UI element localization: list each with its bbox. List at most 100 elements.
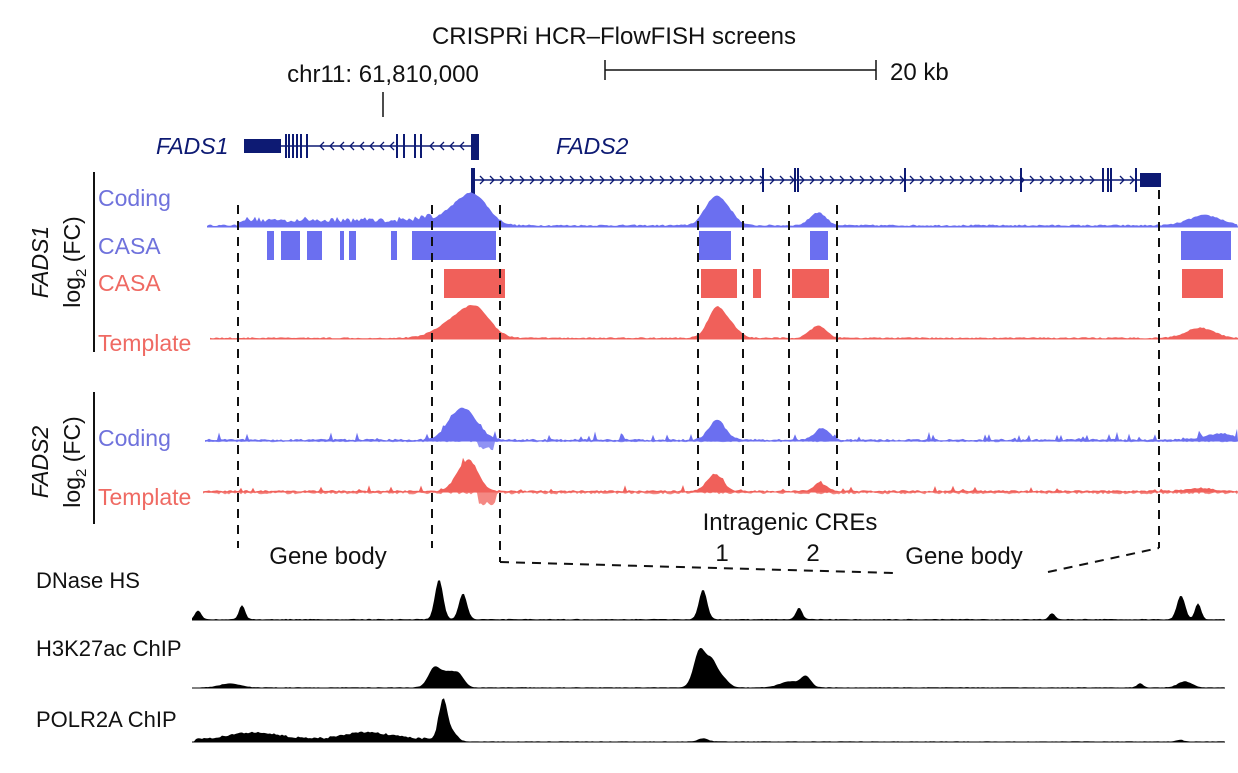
fads2-template-signal	[203, 457, 1238, 506]
fads2-track-label-template: Template	[98, 484, 191, 510]
fads2-strand-chevron	[889, 175, 895, 185]
fads1-exon-1	[285, 134, 287, 158]
fads2-strand-chevron	[779, 175, 785, 185]
fads2-strand-chevron	[859, 175, 865, 185]
fads1-first-exon	[471, 134, 479, 160]
fads2-strand-chevron	[1059, 175, 1065, 185]
fads2-strand-chevron	[1089, 175, 1095, 185]
fads2-strand-chevron	[539, 175, 545, 185]
fads2-strand-chevron	[599, 175, 605, 185]
fads2-strand-chevron	[579, 175, 585, 185]
fads1-casa-red-block-3	[753, 269, 761, 298]
fads2-strand-chevron	[909, 175, 915, 185]
fads1-track-label-casa-blue: CASA	[98, 233, 161, 259]
fads1-coding-signal	[207, 192, 1238, 228]
fads2-strand-chevron	[869, 175, 875, 185]
fads1-exon-7	[396, 134, 398, 158]
region-label-gene-body-left: Gene body	[269, 543, 386, 570]
fads2-strand-chevron	[659, 175, 665, 185]
fads2-strand-chevron	[809, 175, 815, 185]
fads2-strand-chevron	[549, 175, 555, 185]
fads1-strand-chevron	[389, 141, 395, 151]
fads2-strand-chevron	[689, 175, 695, 185]
fads1-casa-blue-block-4	[340, 231, 344, 260]
scale-bar-label: 20 kb	[890, 59, 949, 86]
fads2-strand-chevron	[1029, 175, 1035, 185]
chromatin-label-dnase: DNase HS	[36, 568, 140, 593]
fads1-strand-chevron	[459, 141, 465, 151]
fads1-exon-10	[420, 134, 422, 158]
fads2-strand-chevron	[559, 175, 565, 185]
fads2-strand-chevron	[739, 175, 745, 185]
fads1-strand-chevron	[319, 141, 325, 151]
fads2-exon-7	[1107, 168, 1109, 192]
fads2-strand-chevron	[969, 175, 975, 185]
fads2-strand-chevron	[1039, 175, 1045, 185]
region-label-cre-2: 2	[806, 540, 819, 567]
fads2-coding-area	[205, 407, 1238, 441]
fads1-exon-4	[296, 134, 298, 158]
fads1-casa-blue-block-5	[349, 231, 356, 260]
fads2-coding-signal	[205, 407, 1238, 451]
fads2-strand-chevron	[699, 175, 705, 185]
fads2-exon-5	[1020, 168, 1022, 192]
fads2-strand-chevron	[789, 175, 795, 185]
region-label-intragenic-cres: Intragenic CREs	[703, 509, 878, 536]
gene-label-fads2: FADS2	[556, 133, 629, 159]
region-label-cre-1: 1	[715, 540, 728, 567]
fads2-exon-8	[1110, 168, 1112, 192]
fads2-strand-chevron	[679, 175, 685, 185]
fads2-strand-chevron	[649, 175, 655, 185]
h3k27ac-chip-signal	[192, 648, 1225, 689]
fads1-casa-blue-block-8	[699, 231, 731, 260]
fads2-strand-chevron	[799, 175, 805, 185]
fads2-strand-chevron	[709, 175, 715, 185]
fads1-template-area	[210, 305, 1238, 339]
fads2-utr-block	[1140, 173, 1161, 187]
fads2-strand-chevron	[719, 175, 725, 185]
fads2-coding-below	[205, 441, 1238, 451]
fads1-casa-red-block-4	[792, 269, 829, 298]
fads1-casa-blue-block-10	[1181, 231, 1231, 260]
fads2-exon-6	[1102, 168, 1104, 192]
fads2-strand-chevron	[759, 175, 765, 185]
fads1-exon-2	[288, 134, 290, 158]
region-guides	[237, 190, 1160, 574]
fads2-strand-chevron	[849, 175, 855, 185]
fads2-exon-4	[904, 168, 906, 192]
fads2-exon-3	[797, 168, 799, 192]
fads2-strand-chevron	[1079, 175, 1085, 185]
fads1-casa-blue-blocks	[267, 231, 1231, 260]
fads1-casa-red-block-1	[444, 269, 505, 298]
fads2-strand-chevron	[629, 175, 635, 185]
fads1-strand-chevron	[349, 141, 355, 151]
fads1-strand-chevron	[379, 141, 385, 151]
fads2-strand-chevron	[569, 175, 575, 185]
fads1-strand-chevron	[439, 141, 445, 151]
fads1-axis-label: FADS1 log2 (FC)	[27, 216, 90, 307]
fads1-casa-blue-block-3	[307, 231, 322, 260]
fads1-strand-chevron	[449, 141, 455, 151]
fads1-exon-6	[306, 134, 308, 158]
fads2-strand-chevron	[479, 175, 485, 185]
fads2-exon-9	[1135, 168, 1137, 192]
scale-bar	[604, 60, 877, 80]
fads2-strand-chevron	[999, 175, 1005, 185]
fads2-strand-chevron	[929, 175, 935, 185]
figure-title: CRISPRi HCR–FlowFISH screens	[432, 23, 796, 50]
fads2-template-area	[203, 457, 1238, 492]
fads2-axis-units: log2 (FC)	[59, 416, 90, 507]
region-label-gene-body-right: Gene body	[905, 543, 1022, 570]
fads2-strand-chevron	[729, 175, 735, 185]
fads2-strand-chevron	[1049, 175, 1055, 185]
fads1-casa-red-block-5	[1182, 269, 1223, 298]
fads2-axis-label: FADS2 log2 (FC)	[27, 416, 90, 507]
dnase-hs-signal	[192, 580, 1225, 621]
fads2-strand-chevron	[609, 175, 615, 185]
fads2-strand-chevron	[1129, 175, 1135, 185]
fads1-casa-blue-block-2	[281, 231, 300, 260]
fads2-strand-chevron	[989, 175, 995, 185]
fads2-exon-2	[794, 168, 796, 192]
fads2-strand-chevron	[489, 175, 495, 185]
